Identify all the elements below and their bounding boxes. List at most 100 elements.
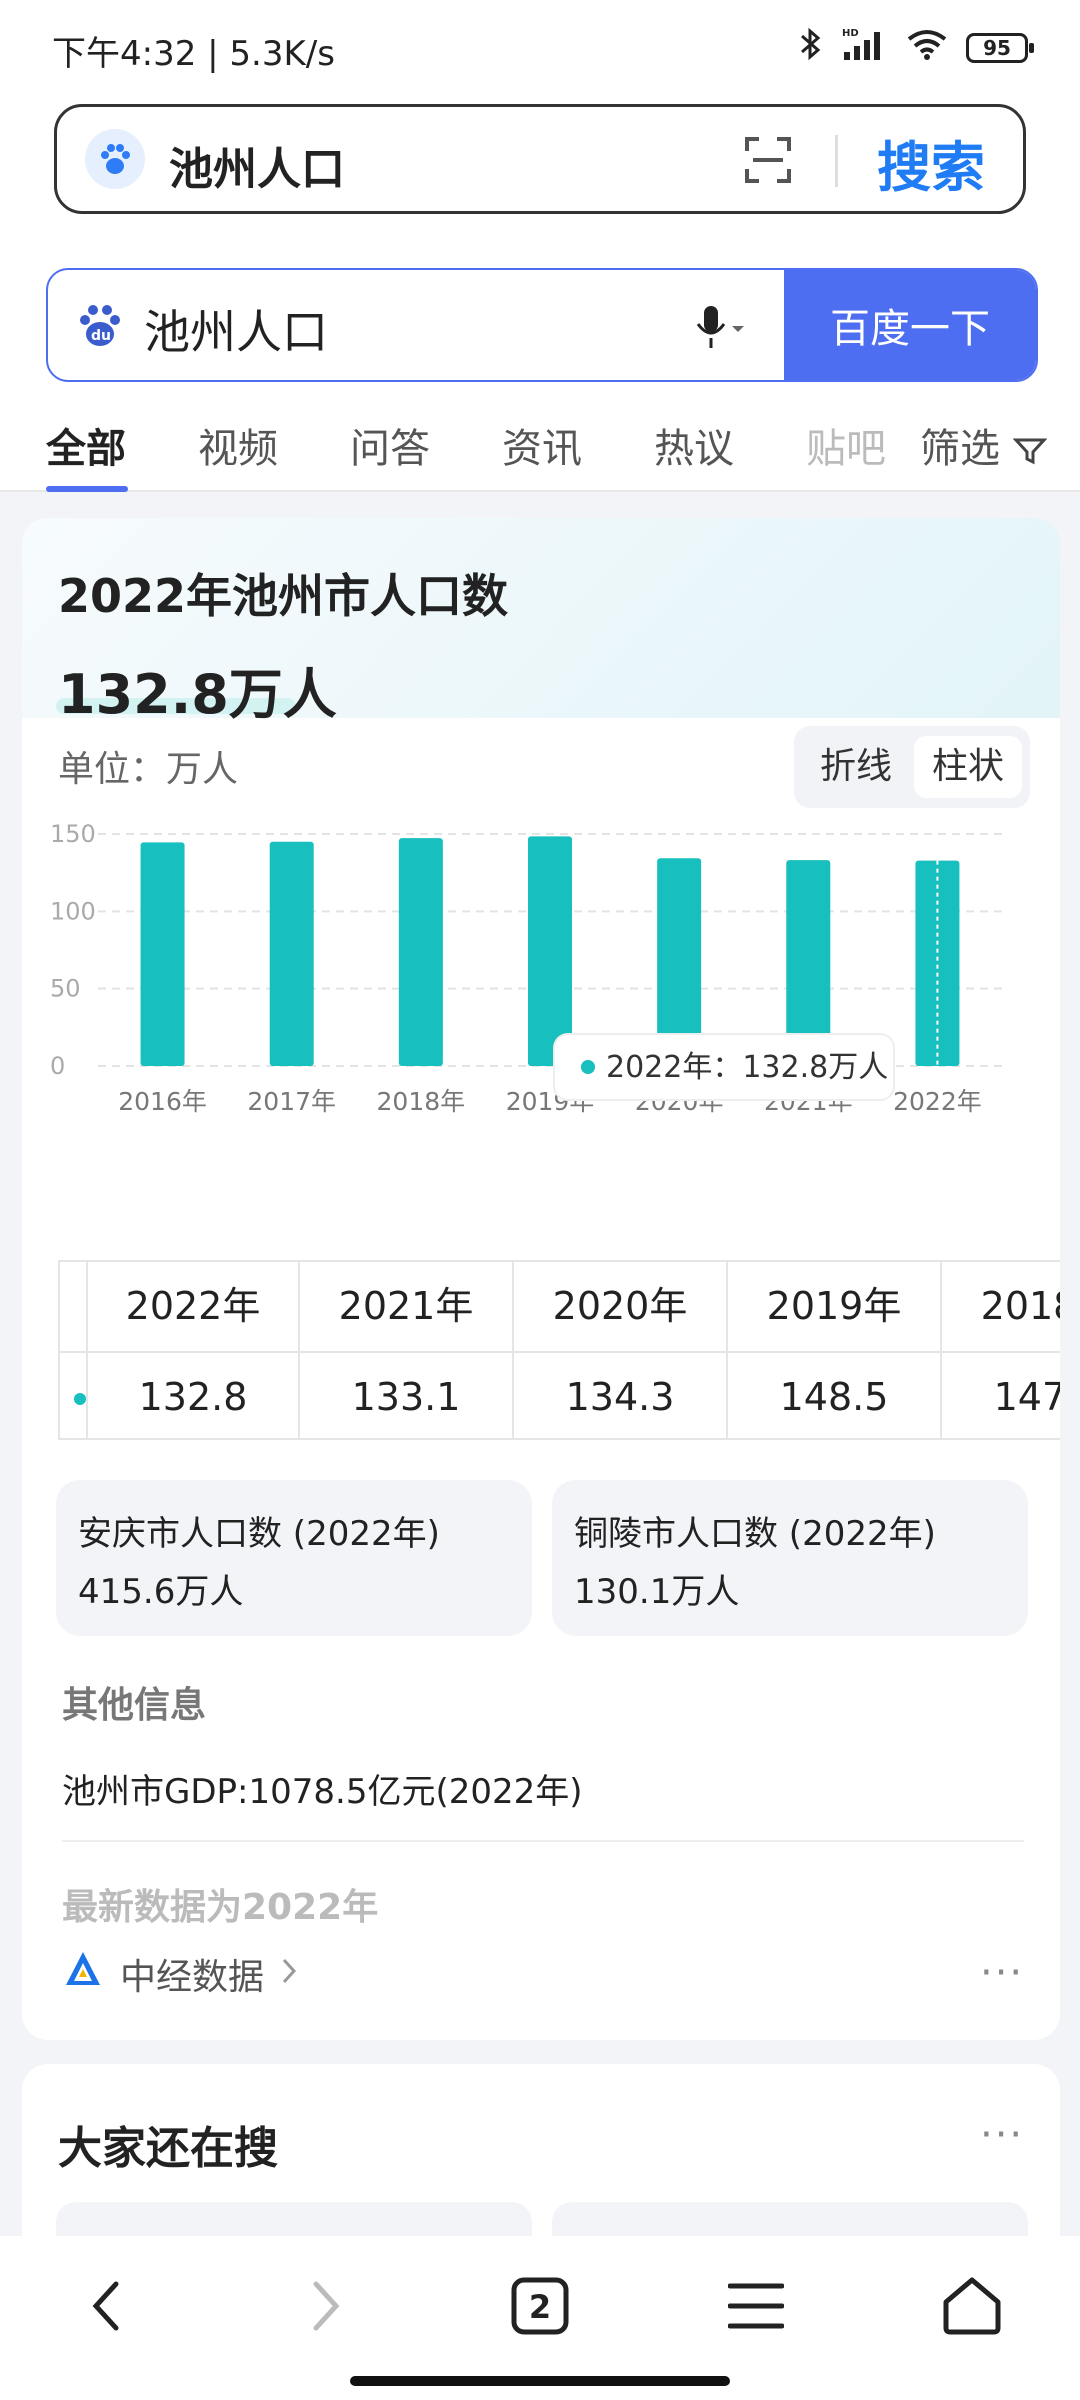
- table-header: 2022年: [86, 1262, 298, 1351]
- x-tick-label: 2022年: [893, 1087, 982, 1116]
- related-card-anqing[interactable]: 安庆市人口数 (2022年) 415.6万人: [56, 1480, 532, 1636]
- menu-icon[interactable]: [716, 2266, 796, 2346]
- search-tabs: 全部 视频 问答 资讯 热议 贴吧 筛选: [0, 412, 1080, 492]
- source-label: 中经数据: [120, 1957, 265, 1998]
- chart-bar: [786, 860, 831, 1066]
- chart-bar: [657, 858, 702, 1066]
- battery-indicator: 95: [966, 32, 1034, 63]
- scan-icon[interactable]: [745, 137, 791, 183]
- filter-icon: [1012, 426, 1048, 472]
- back-icon[interactable]: [68, 2266, 148, 2346]
- chart-bar: [269, 841, 314, 1066]
- related-title: 铜陵市人口数 (2022年): [574, 1514, 936, 1554]
- related-card-tongling[interactable]: 铜陵市人口数 (2022年) 130.1万人: [552, 1480, 1028, 1636]
- card-title: 2022年池州市人口数: [58, 569, 509, 623]
- home-icon[interactable]: [932, 2266, 1012, 2346]
- table-header: 2020年: [512, 1262, 726, 1351]
- active-tab-indicator: [46, 486, 128, 492]
- baidu-search-button[interactable]: 百度一下: [784, 270, 1036, 380]
- divider: [62, 1840, 1024, 1842]
- tooltip-text: 2022年：132.8万人: [606, 1050, 888, 1085]
- bottom-nav: 2: [0, 2236, 1080, 2400]
- divider: [835, 135, 838, 187]
- tabs-icon[interactable]: 2: [500, 2266, 580, 2346]
- y-tick-label: 100: [50, 897, 96, 925]
- browser-search-bar: 池州人口 搜索: [0, 98, 1080, 242]
- table-cell: 134.3: [512, 1353, 726, 1438]
- gdp-info: 池州市GDP:1078.5亿元(2022年): [62, 1772, 583, 1812]
- tab-video[interactable]: 视频: [198, 426, 278, 472]
- table-cell: 132.8: [86, 1353, 298, 1438]
- svg-text:HD: HD: [842, 28, 859, 39]
- chart-bar: [915, 860, 960, 1066]
- value-highlight: [56, 698, 296, 714]
- tab-discussion[interactable]: 热议: [654, 426, 734, 472]
- tab-filter[interactable]: 筛选: [920, 416, 1048, 474]
- card-header-bg: [22, 518, 1060, 718]
- table-cell: 147.3: [940, 1353, 1060, 1438]
- status-bar: 下午4:32 | 5.3K/s HD 95: [0, 0, 1080, 98]
- bar-chart-toggle[interactable]: 柱状: [914, 736, 1022, 798]
- search-button[interactable]: 搜索: [877, 136, 985, 199]
- tooltip-dot: [581, 1060, 595, 1074]
- tab-qa[interactable]: 问答: [350, 426, 430, 472]
- table-header: 2019年: [726, 1262, 940, 1351]
- unit-label: 单位：万人: [58, 749, 239, 790]
- data-table: 2022年 2021年 2020年 2019年 2018年 132.8 133.…: [58, 1260, 1060, 1440]
- status-icons: HD 95: [798, 26, 1034, 69]
- related-value: 415.6万人: [78, 1572, 244, 1612]
- results-header: du 池州人口 百度一下 全部 视频 问答 资讯 热议 贴吧 筛选: [0, 242, 1080, 492]
- latest-data-note: 最新数据为2022年: [62, 1887, 379, 1928]
- search-query[interactable]: 池州人口: [144, 305, 328, 359]
- microphone-icon[interactable]: [694, 304, 750, 354]
- chart-tooltip: [553, 1033, 895, 1101]
- forward-icon[interactable]: [284, 2266, 364, 2346]
- x-tick-label: 2018年: [377, 1087, 466, 1116]
- line-chart-toggle[interactable]: 折线: [819, 746, 892, 787]
- series-dot: [74, 1393, 86, 1405]
- table-cell: 133.1: [298, 1353, 512, 1438]
- related-title: 安庆市人口数 (2022年): [78, 1514, 440, 1554]
- table-header: 2018年: [940, 1262, 1060, 1351]
- chart-type-toggle: 折线 柱状: [794, 726, 1030, 808]
- source-link[interactable]: 中经数据: [62, 1948, 298, 2000]
- tab-all[interactable]: 全部: [46, 426, 126, 472]
- tab-news[interactable]: 资讯: [502, 426, 582, 472]
- source-logo-icon: [62, 1949, 104, 2000]
- other-info-heading: 其他信息: [62, 1685, 207, 1726]
- chart-bar: [528, 836, 572, 1066]
- y-tick-label: 0: [50, 1052, 65, 1080]
- x-tick-label: 2017年: [247, 1087, 336, 1116]
- table-header: 2021年: [298, 1262, 512, 1351]
- bluetooth-icon: [798, 27, 824, 68]
- more-options-icon[interactable]: ···: [980, 1950, 1025, 1996]
- filter-label: 筛选: [920, 426, 1000, 472]
- x-tick-label: 2016年: [118, 1087, 207, 1116]
- card-value: 132.8万人: [58, 663, 337, 726]
- tab-tieba[interactable]: 贴吧: [806, 426, 886, 472]
- status-time: 下午4:32 | 5.3K/s: [52, 34, 335, 74]
- also-search-title: 大家还在搜: [58, 2123, 278, 2174]
- search-input[interactable]: du 池州人口 百度一下: [46, 268, 1038, 382]
- svg-text:du: du: [91, 328, 111, 344]
- tab-count: 2: [529, 2288, 551, 2326]
- browser-search-box[interactable]: 池州人口 搜索: [54, 104, 1026, 214]
- baidu-logo-icon: du: [78, 302, 122, 354]
- home-indicator: [350, 2376, 730, 2386]
- y-tick-label: 150: [50, 820, 96, 848]
- chart-bar: [140, 842, 185, 1066]
- table-cell: 148.5: [726, 1353, 940, 1438]
- y-tick-label: 50: [50, 975, 81, 1003]
- table-row: 132.8 133.1 134.3 148.5 147.3: [60, 1351, 1060, 1438]
- wifi-icon: [906, 28, 948, 67]
- table-header-row: 2022年 2021年 2020年 2019年 2018年: [60, 1262, 1060, 1351]
- related-value: 130.1万人: [574, 1572, 740, 1612]
- chevron-right-icon: [280, 1954, 298, 1995]
- chart-bar: [398, 838, 443, 1066]
- browser-search-query[interactable]: 池州人口: [169, 144, 345, 195]
- more-options-icon[interactable]: ···: [980, 2112, 1025, 2158]
- baidu-paw-icon: [85, 129, 145, 189]
- population-card: 2022年池州市人口数 132.8万人 单位：万人 折线 柱状 0 50 100 15…: [22, 518, 1060, 2040]
- signal-icon: HD: [842, 26, 888, 69]
